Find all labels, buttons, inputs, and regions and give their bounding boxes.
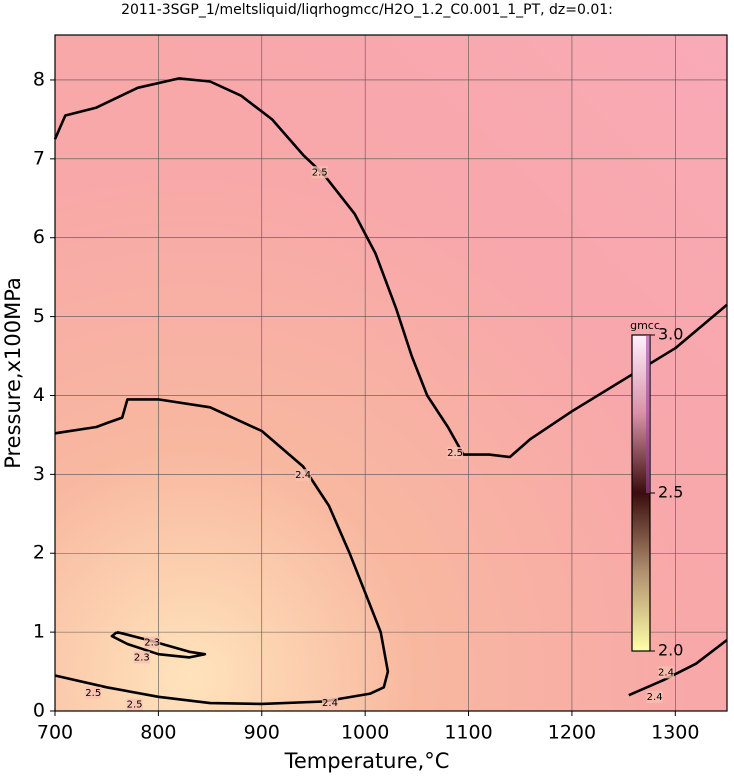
contour-label-bg [144, 636, 161, 649]
colorbar-edge [646, 335, 650, 493]
contour-line [628, 638, 728, 697]
contour-label-bg [133, 651, 150, 664]
colorbar-tick-label: 3.0 [658, 325, 683, 344]
contour-label-bg [658, 666, 675, 679]
contour-label-bg [295, 469, 312, 482]
y-tick-label: 4 [33, 384, 45, 406]
chart-title: 2011-3SGP_1/meltsliquid/liqrhogmcc/H2O_1… [121, 2, 613, 18]
contour-label-bg [311, 166, 328, 179]
x-tick-label: 1200 [548, 722, 596, 744]
contour-line [54, 398, 390, 706]
y-tick-label: 7 [33, 147, 45, 169]
contour-label: 2.5 [85, 688, 101, 699]
contour-label: 2.3 [144, 637, 160, 648]
contour-label: 2.5 [127, 700, 143, 711]
contour-line [53, 77, 728, 459]
y-axis-label: Pressure,x100MPa [1, 277, 25, 469]
colorbar-tick-label: 2.5 [658, 483, 683, 502]
y-tick-label: 8 [33, 68, 45, 90]
contour-label-bg [322, 697, 339, 710]
contour-label: 2.4 [658, 667, 674, 678]
contour-label-bg [126, 698, 143, 711]
colorbar-label: gmcc [630, 319, 660, 332]
background-overlay [55, 35, 727, 711]
contour-label-bg [646, 690, 663, 703]
contour-label: 2.5 [312, 167, 328, 178]
y-tick-label: 0 [33, 700, 45, 722]
y-tick-label: 3 [33, 463, 45, 485]
x-tick-label: 1000 [341, 722, 389, 744]
plot-frame [54, 34, 728, 712]
colorbar-tick-label: 2.0 [658, 641, 683, 660]
y-tick-label: 2 [33, 542, 45, 564]
x-tick-label: 800 [140, 722, 176, 744]
x-tick-label: 900 [244, 722, 280, 744]
x-tick-label: 1100 [444, 722, 492, 744]
contour-label: 2.5 [447, 448, 463, 459]
x-axis-label: Temperature,°C [284, 749, 450, 773]
contour-label: 2.4 [322, 698, 338, 709]
contour-label-bg [447, 447, 464, 460]
y-tick-label: 1 [33, 621, 45, 643]
y-tick-label: 5 [33, 305, 45, 327]
contour-label: 2.3 [134, 652, 150, 663]
contour-label-bg [85, 686, 102, 699]
contour-label: 2.4 [647, 692, 663, 703]
x-tick-label: 1300 [651, 722, 699, 744]
plot-area [55, 35, 727, 711]
contour-line [110, 630, 207, 659]
y-tick-label: 6 [33, 226, 45, 248]
contour-label: 2.4 [295, 470, 311, 481]
x-tick-label: 700 [37, 722, 73, 744]
